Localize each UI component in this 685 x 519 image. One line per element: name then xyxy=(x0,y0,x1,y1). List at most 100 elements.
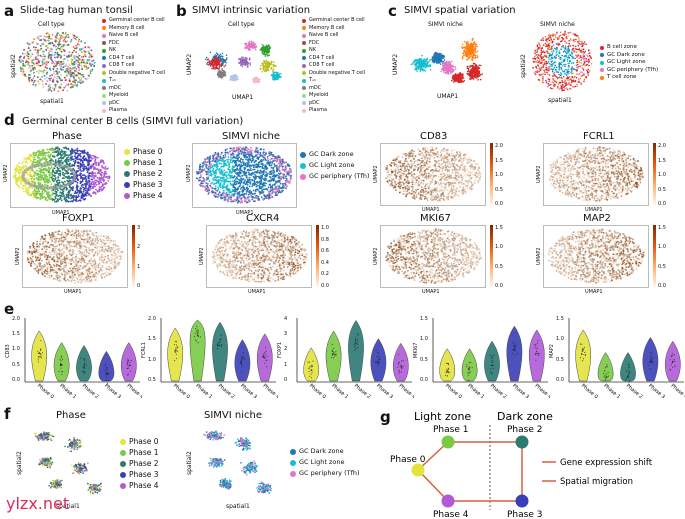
scatter-point xyxy=(78,72,81,75)
scatter-point xyxy=(433,60,435,62)
scatter-point xyxy=(57,60,60,63)
scatter-point xyxy=(55,48,58,51)
scatter-point xyxy=(534,70,537,73)
scatter-point xyxy=(557,87,559,89)
panel-a-label: a xyxy=(4,2,15,20)
scatter-point xyxy=(454,68,457,70)
legend-item: Tₒₕ xyxy=(302,77,365,85)
scatter-point xyxy=(545,55,548,57)
scatter-point xyxy=(63,44,66,47)
scatter-point xyxy=(57,71,60,74)
legend-marker xyxy=(302,41,306,46)
scatter-point xyxy=(27,57,30,60)
scatter-point xyxy=(37,60,40,62)
scatter-point xyxy=(587,68,590,71)
scatter-point xyxy=(76,46,79,49)
scatter-point xyxy=(102,162,105,165)
scatter-point xyxy=(242,60,244,63)
scatter-point xyxy=(568,53,571,56)
scatter-point xyxy=(241,63,244,66)
scatter-point xyxy=(47,42,50,45)
scatter-point xyxy=(578,43,581,45)
scatter-point xyxy=(272,75,275,77)
scatter-point xyxy=(48,67,51,70)
scatter-point xyxy=(266,47,269,50)
scatter-point xyxy=(67,68,70,71)
scatter-point xyxy=(68,51,71,53)
scatter-point xyxy=(453,81,455,83)
scatter-point xyxy=(568,81,570,84)
scatter-point xyxy=(275,78,278,80)
scatter-point xyxy=(558,55,560,57)
scatter-point xyxy=(267,52,269,54)
scatter-point xyxy=(66,69,68,72)
scatter-point xyxy=(587,55,589,57)
scatter-point xyxy=(544,73,546,76)
scatter-point xyxy=(54,43,57,46)
scatter-point xyxy=(80,56,83,58)
scatter-point xyxy=(49,42,52,45)
scatter-point xyxy=(576,85,578,87)
scatter-point xyxy=(571,53,574,55)
scatter-point xyxy=(50,183,53,185)
scatter-point xyxy=(211,67,213,70)
scatter-point xyxy=(73,72,75,75)
scatter-point xyxy=(35,58,37,60)
scatter-point xyxy=(73,49,75,52)
scatter-point xyxy=(449,72,452,75)
panel-a-scatter xyxy=(16,28,98,96)
scatter-point xyxy=(554,84,556,87)
scatter-point xyxy=(245,44,248,46)
scatter-point xyxy=(425,60,428,62)
scatter-point xyxy=(51,59,53,62)
scatter-point xyxy=(34,154,37,157)
scatter-point xyxy=(20,70,22,73)
legend-label: Germinal center B cell xyxy=(309,17,365,23)
scatter-point xyxy=(76,181,79,184)
scatter-point xyxy=(586,60,588,63)
scatter-point xyxy=(559,52,561,54)
scatter-point xyxy=(546,82,548,85)
scatter-point xyxy=(572,67,575,70)
scatter-point xyxy=(472,45,475,48)
scatter-point xyxy=(31,59,34,62)
scatter-point xyxy=(226,57,228,59)
scatter-point xyxy=(445,71,448,74)
legend-label: Plasma xyxy=(109,107,128,113)
scatter-point xyxy=(462,52,464,55)
scatter-point xyxy=(62,45,64,48)
scatter-point xyxy=(221,73,224,75)
legend-marker xyxy=(302,33,306,38)
scatter-point xyxy=(540,39,543,41)
scatter-point xyxy=(272,78,274,81)
scatter-point xyxy=(104,165,107,168)
scatter-point xyxy=(247,49,250,51)
scatter-point xyxy=(572,79,574,82)
scatter-point xyxy=(55,184,58,186)
panel-c-umap-scatter xyxy=(400,28,496,90)
scatter-point xyxy=(43,177,45,180)
scatter-point xyxy=(72,86,74,88)
scatter-point xyxy=(22,64,25,67)
scatter-point xyxy=(57,44,60,47)
scatter-point xyxy=(469,76,472,78)
scatter-point xyxy=(216,63,218,65)
scatter-point xyxy=(52,168,54,171)
scatter-point xyxy=(43,50,46,53)
scatter-point xyxy=(581,40,583,43)
scatter-point xyxy=(49,69,52,72)
scatter-point xyxy=(572,33,574,35)
scatter-point xyxy=(45,36,47,38)
scatter-point xyxy=(551,87,554,90)
scatter-point xyxy=(48,196,51,199)
scatter-point xyxy=(49,79,51,81)
scatter-point xyxy=(570,62,573,64)
scatter-point xyxy=(570,79,573,82)
scatter-point xyxy=(474,42,476,45)
legend-label: B cell zone xyxy=(607,44,637,50)
scatter-point xyxy=(553,56,556,59)
scatter-point xyxy=(51,151,54,154)
scatter-point xyxy=(579,49,582,52)
scatter-point xyxy=(221,64,224,66)
scatter-point xyxy=(436,57,439,59)
